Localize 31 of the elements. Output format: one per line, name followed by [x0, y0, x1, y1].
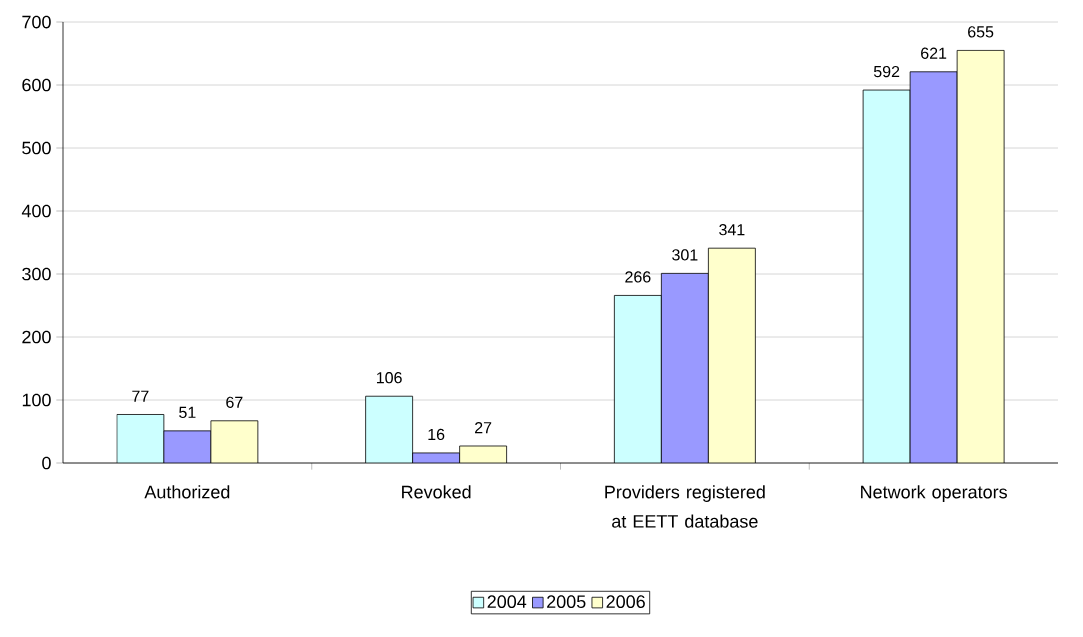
data-label: 77 — [132, 390, 149, 402]
data-label: 27 — [475, 421, 492, 434]
data-label: 301 — [672, 249, 698, 261]
bar — [365, 396, 413, 463]
y-tick-label: 600 — [22, 78, 51, 92]
bar — [862, 89, 911, 463]
legend-label: 2004 — [487, 595, 527, 609]
data-label: 51 — [179, 406, 196, 419]
data-label: 106 — [376, 372, 402, 384]
bar — [614, 295, 662, 463]
y-tick-label: 400 — [21, 204, 51, 218]
y-tick-label: 200 — [22, 330, 51, 344]
legend-label: 2006 — [606, 595, 645, 609]
x-tick-label: Providers registered at EETT database — [605, 485, 765, 528]
data-label: 621 — [921, 47, 947, 59]
bar — [116, 414, 164, 463]
y-tick-label: 0 — [42, 456, 51, 470]
data-label: 592 — [873, 65, 900, 78]
data-label: 266 — [625, 271, 651, 283]
x-tick-label: Authorized — [144, 485, 230, 499]
data-label: 655 — [968, 26, 994, 38]
x-tick-label: Network operators — [861, 485, 1007, 502]
y-tick-label: 300 — [22, 267, 51, 281]
data-label: 67 — [226, 396, 243, 408]
data-label: 341 — [719, 224, 745, 236]
y-tick-label: 700 — [22, 15, 51, 29]
y-tick-label: 100 — [22, 393, 51, 407]
legend-label: 2005 — [547, 595, 586, 609]
y-tick-label: 500 — [22, 141, 51, 155]
x-tick-label: Revoked — [402, 485, 471, 499]
data-label: 16 — [428, 428, 445, 441]
